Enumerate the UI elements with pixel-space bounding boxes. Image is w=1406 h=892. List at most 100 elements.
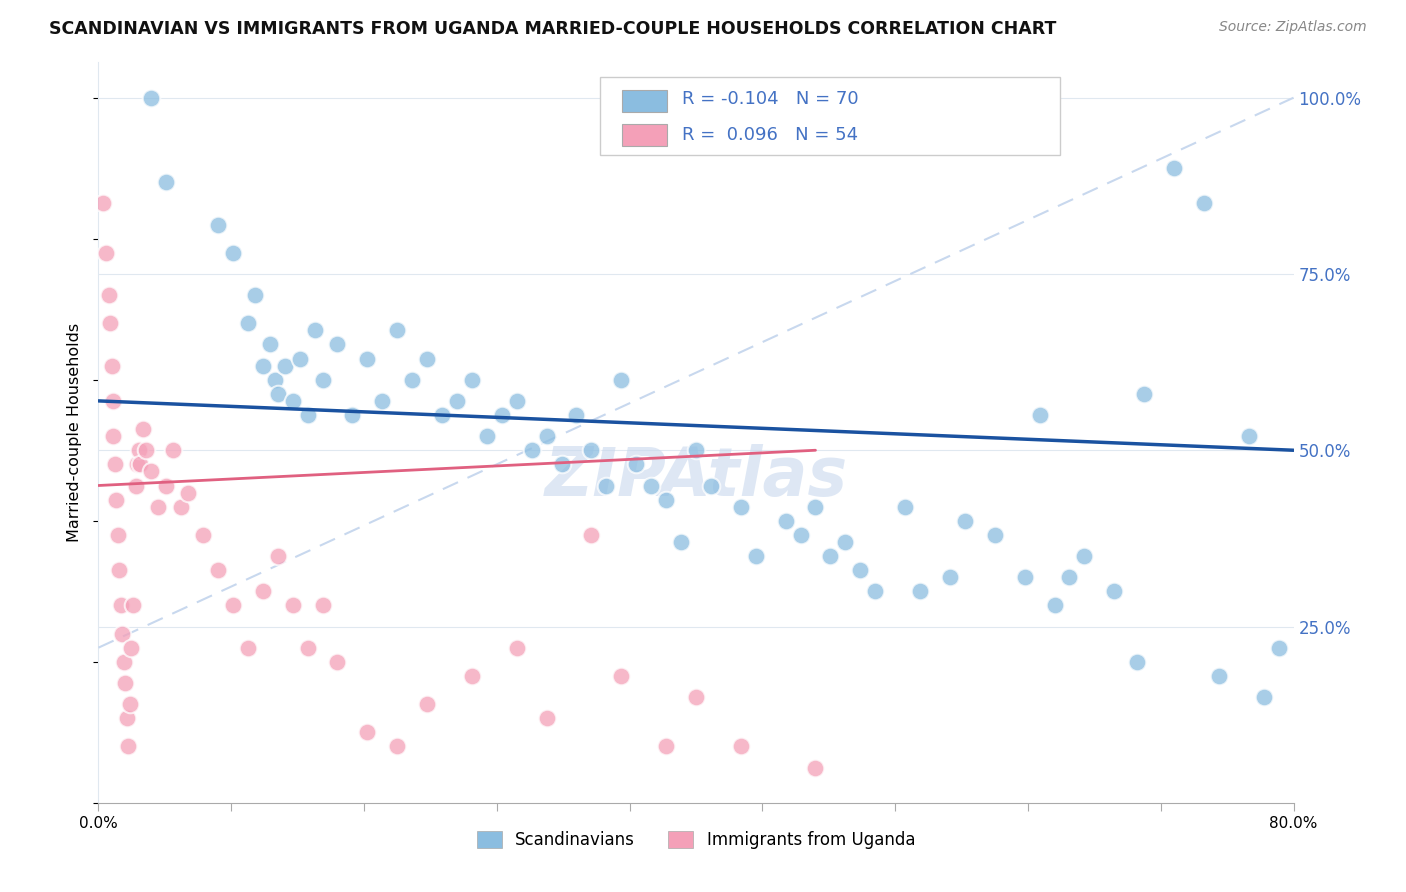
Point bbox=[700, 478, 723, 492]
Point bbox=[207, 563, 229, 577]
FancyBboxPatch shape bbox=[621, 124, 668, 146]
Text: Source: ZipAtlas.com: Source: ZipAtlas.com bbox=[1219, 20, 1367, 34]
Point bbox=[139, 464, 162, 478]
Point bbox=[148, 500, 170, 514]
Point bbox=[669, 535, 692, 549]
Point bbox=[207, 218, 229, 232]
Text: R = -0.104   N = 70: R = -0.104 N = 70 bbox=[682, 90, 858, 109]
Point bbox=[129, 458, 152, 472]
Point bbox=[120, 640, 142, 655]
Point bbox=[121, 599, 143, 613]
Point bbox=[281, 599, 304, 613]
Point bbox=[475, 429, 498, 443]
Point bbox=[356, 725, 378, 739]
Point bbox=[865, 584, 887, 599]
Point bbox=[155, 478, 177, 492]
Point bbox=[536, 429, 558, 443]
Point bbox=[311, 373, 333, 387]
Point bbox=[908, 584, 931, 599]
Point bbox=[98, 316, 122, 330]
Point bbox=[97, 288, 120, 302]
Point bbox=[252, 359, 274, 373]
Point bbox=[125, 478, 148, 492]
Point bbox=[804, 760, 827, 774]
Point bbox=[326, 655, 349, 669]
Point bbox=[105, 492, 128, 507]
Point bbox=[311, 599, 333, 613]
Point bbox=[385, 323, 409, 337]
Point bbox=[685, 690, 707, 704]
Point bbox=[297, 408, 319, 422]
Point bbox=[953, 514, 976, 528]
Point bbox=[984, 528, 1007, 542]
Point bbox=[491, 408, 513, 422]
Point bbox=[506, 393, 529, 408]
Point bbox=[1104, 584, 1126, 599]
Point bbox=[371, 393, 394, 408]
Point bbox=[610, 669, 633, 683]
FancyBboxPatch shape bbox=[621, 90, 668, 112]
Point bbox=[1267, 640, 1289, 655]
Point bbox=[939, 570, 962, 584]
Point bbox=[626, 458, 648, 472]
Point bbox=[111, 626, 134, 640]
Point bbox=[565, 408, 588, 422]
Point bbox=[297, 640, 319, 655]
FancyBboxPatch shape bbox=[600, 78, 1060, 155]
Point bbox=[117, 739, 139, 754]
Y-axis label: Married-couple Households: Married-couple Households bbox=[67, 323, 83, 542]
Point bbox=[259, 337, 281, 351]
Point bbox=[115, 711, 138, 725]
Point bbox=[222, 599, 245, 613]
Point bbox=[804, 500, 827, 514]
Point bbox=[775, 514, 797, 528]
Point bbox=[745, 549, 768, 563]
Point bbox=[101, 359, 124, 373]
Point bbox=[1192, 196, 1215, 211]
Point bbox=[114, 676, 136, 690]
Point bbox=[446, 393, 468, 408]
Point bbox=[1163, 161, 1185, 176]
Point bbox=[610, 373, 633, 387]
Point bbox=[1028, 408, 1050, 422]
Point bbox=[326, 337, 349, 351]
Point bbox=[506, 640, 529, 655]
Point bbox=[401, 373, 423, 387]
Point bbox=[1014, 570, 1036, 584]
Point bbox=[191, 528, 214, 542]
Point bbox=[730, 739, 752, 754]
Point bbox=[112, 655, 135, 669]
Point bbox=[288, 351, 311, 366]
Point bbox=[550, 458, 572, 472]
Point bbox=[304, 323, 326, 337]
Legend: Scandinavians, Immigrants from Uganda: Scandinavians, Immigrants from Uganda bbox=[468, 822, 924, 857]
Point bbox=[416, 697, 439, 711]
Point bbox=[581, 528, 603, 542]
Point bbox=[655, 492, 678, 507]
Point bbox=[536, 711, 558, 725]
Point bbox=[461, 373, 484, 387]
Point bbox=[730, 500, 752, 514]
Point bbox=[91, 196, 114, 211]
Text: SCANDINAVIAN VS IMMIGRANTS FROM UGANDA MARRIED-COUPLE HOUSEHOLDS CORRELATION CHA: SCANDINAVIAN VS IMMIGRANTS FROM UGANDA M… bbox=[49, 20, 1056, 37]
Point bbox=[1253, 690, 1275, 704]
Point bbox=[1208, 669, 1230, 683]
Point bbox=[127, 458, 149, 472]
Point bbox=[1059, 570, 1081, 584]
Point bbox=[139, 91, 162, 105]
Point bbox=[1125, 655, 1147, 669]
Point bbox=[177, 485, 200, 500]
Point bbox=[222, 245, 245, 260]
Point bbox=[169, 500, 191, 514]
Point bbox=[385, 739, 409, 754]
Point bbox=[236, 640, 259, 655]
Point bbox=[274, 359, 297, 373]
Point bbox=[655, 739, 678, 754]
Point bbox=[107, 528, 129, 542]
Point bbox=[849, 563, 872, 577]
Point bbox=[820, 549, 842, 563]
Point bbox=[1133, 387, 1156, 401]
Point bbox=[245, 288, 267, 302]
Point bbox=[430, 408, 453, 422]
Point bbox=[416, 351, 439, 366]
